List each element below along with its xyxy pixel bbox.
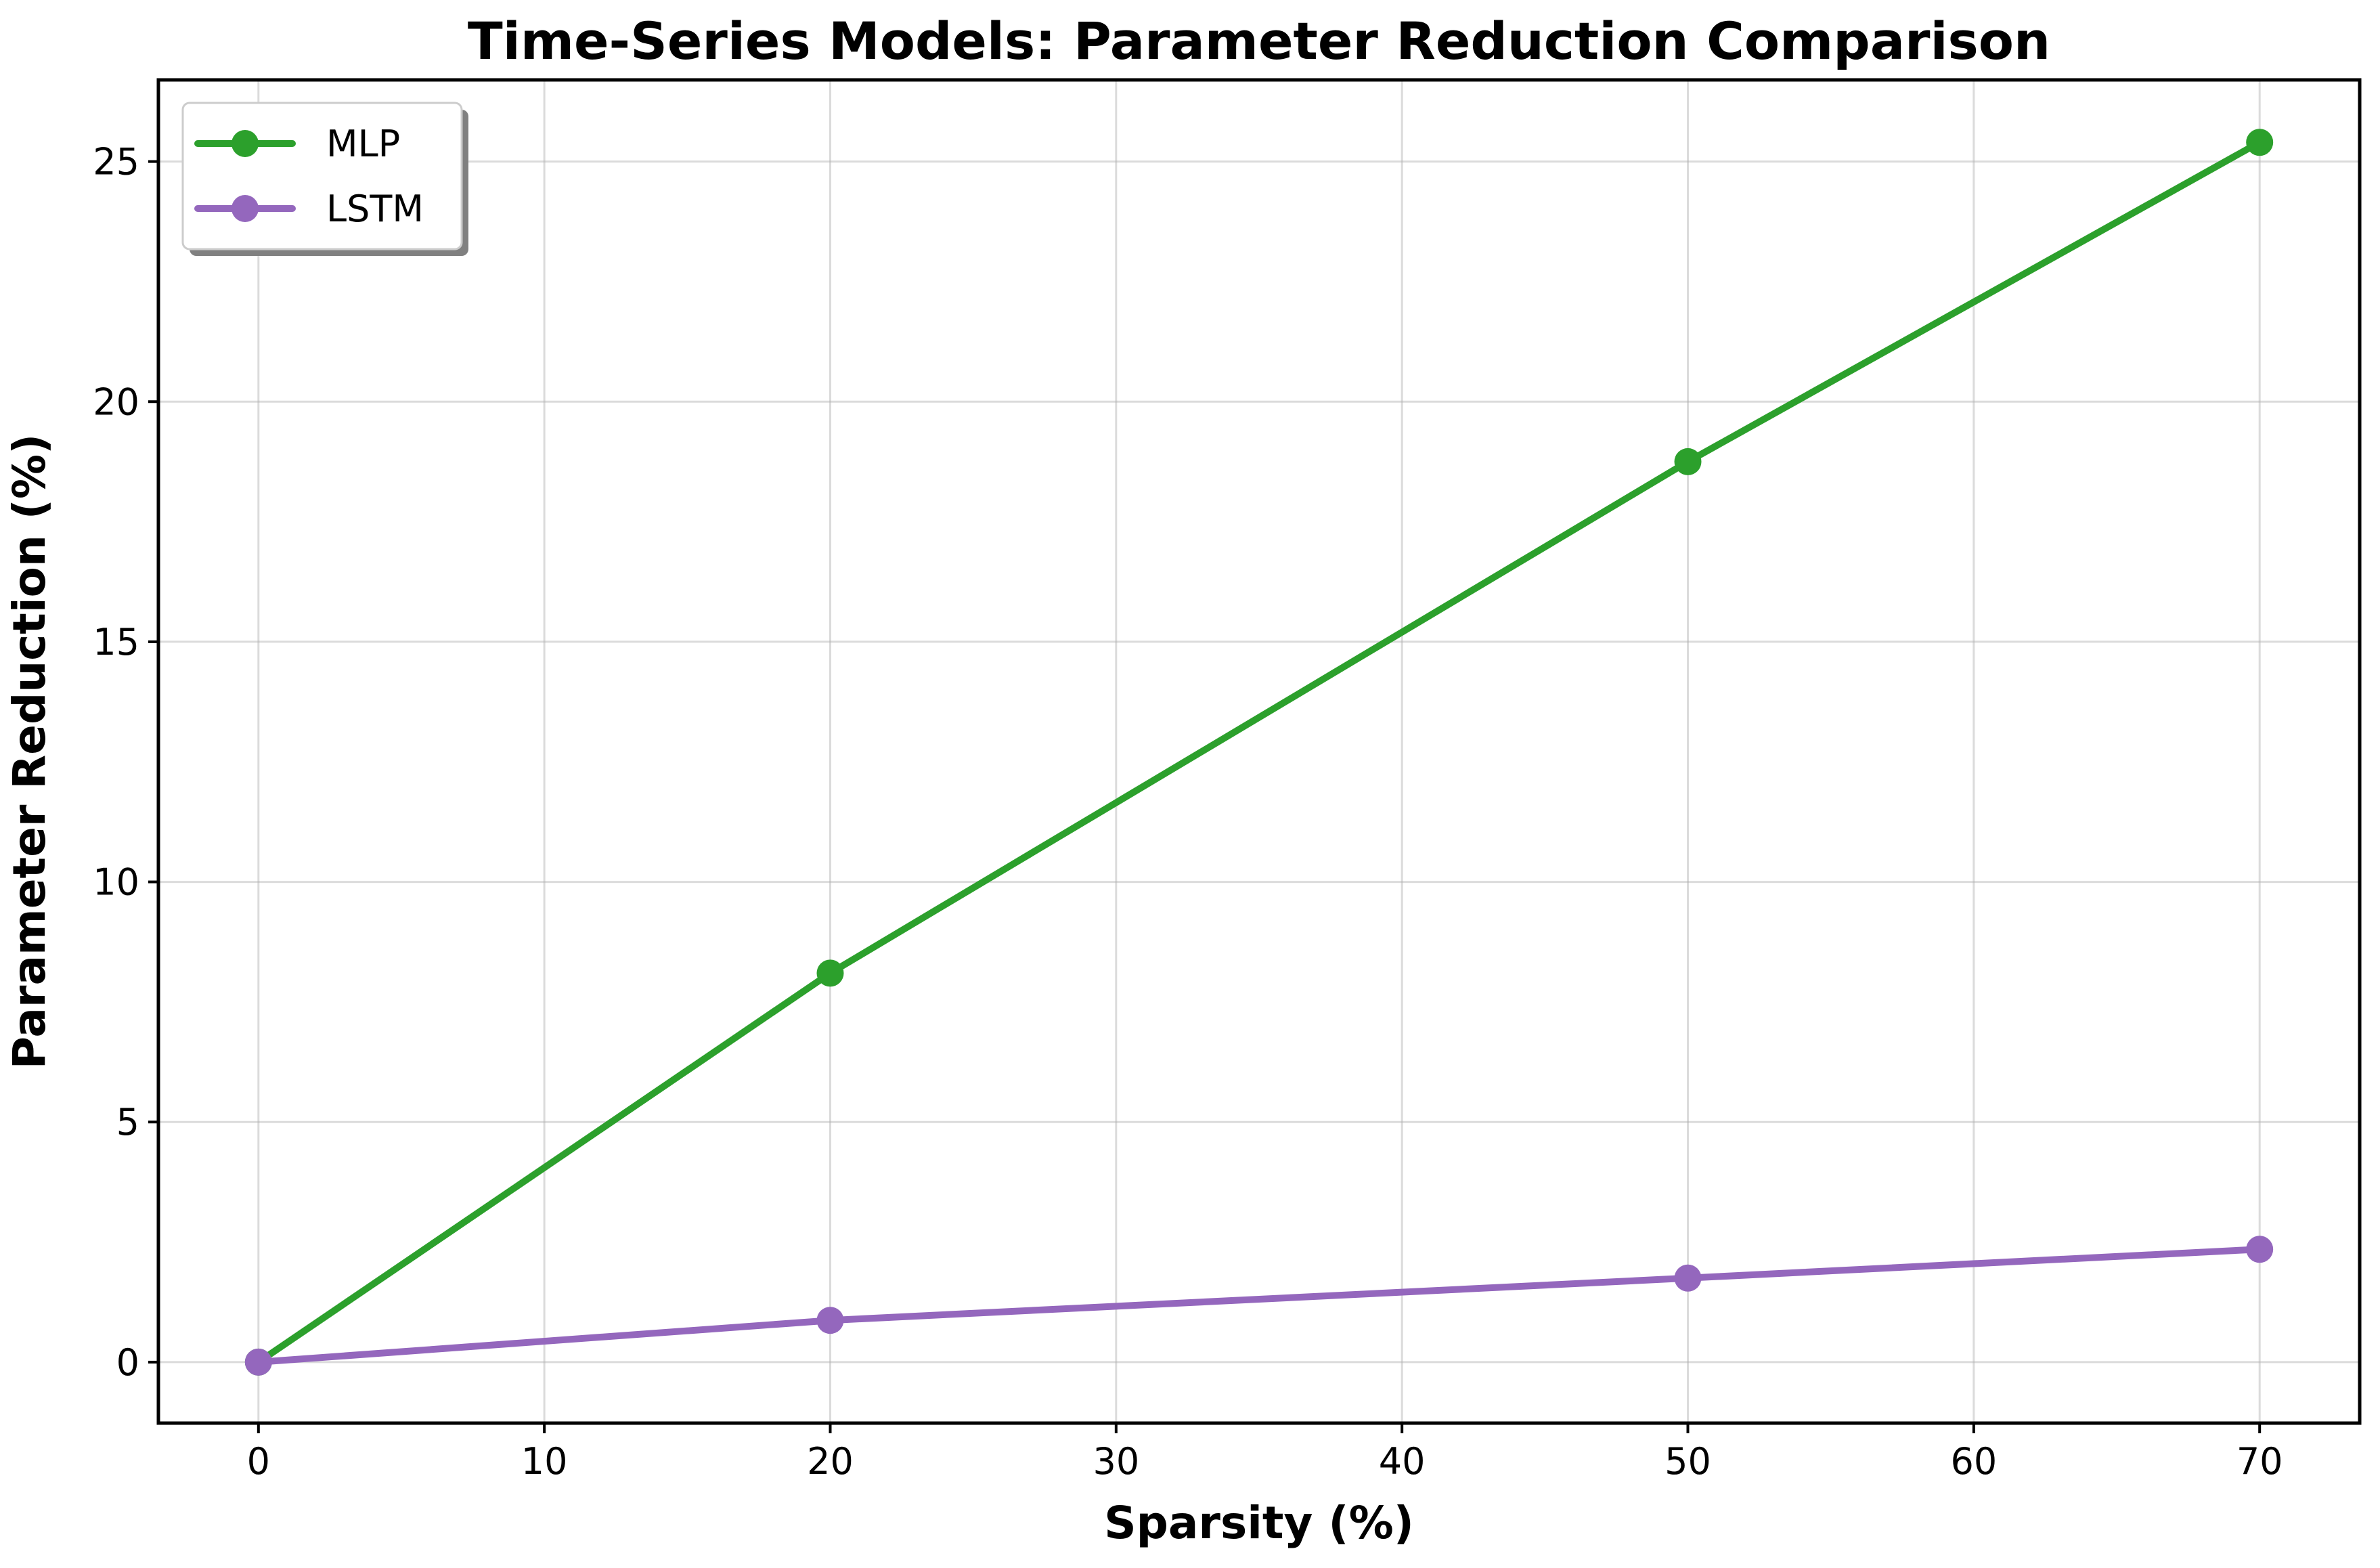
legend-mlp-label: MLP: [326, 123, 400, 165]
mlp-point: [816, 959, 844, 987]
y-tick-label: 15: [93, 621, 139, 663]
series-lstm: [244, 1236, 2274, 1376]
x-tick-label: 50: [1665, 1440, 1711, 1483]
mlp-point: [1674, 448, 1702, 475]
grid: [158, 80, 2360, 1423]
lstm-line: [255, 1246, 2264, 1366]
y-tick-label: 20: [93, 380, 139, 423]
series-layer: [244, 129, 2274, 1376]
legend: MLP LSTM: [181, 102, 468, 256]
chart-title: Time-Series Models: Parameter Reduction …: [468, 11, 2050, 71]
y-tick-label: 25: [93, 141, 139, 183]
x-tick-label: 70: [2236, 1440, 2283, 1483]
lstm-point: [816, 1307, 844, 1334]
y-axis-label: Parameter Reduction (%): [3, 434, 56, 1069]
legend-mlp-marker: [232, 130, 259, 157]
y-tick-label: 10: [93, 861, 139, 904]
mlp-point: [2246, 129, 2274, 156]
x-tick-label: 10: [521, 1440, 568, 1483]
y-tick-label: 0: [116, 1341, 139, 1384]
lstm-point: [2246, 1236, 2274, 1263]
mlp-line: [255, 139, 2264, 1366]
x-tick-label: 20: [807, 1440, 854, 1483]
x-tick-label: 40: [1379, 1440, 1426, 1483]
x-tick-label: 0: [247, 1440, 270, 1483]
axis-ticks: 0 10 20 30 40 50 60 70 0 5 10 15 20 25: [93, 141, 2283, 1483]
lstm-point: [244, 1348, 272, 1376]
x-tick-label: 60: [1950, 1440, 1997, 1483]
x-axis-label: Sparsity (%): [1104, 1497, 1414, 1549]
plot-frame: [156, 78, 2362, 1425]
legend-lstm-marker: [232, 195, 259, 222]
legend-lstm-label: LSTM: [326, 188, 424, 230]
y-tick-label: 5: [116, 1101, 139, 1144]
lstm-point: [1674, 1264, 1702, 1292]
x-tick-label: 30: [1093, 1440, 1139, 1483]
